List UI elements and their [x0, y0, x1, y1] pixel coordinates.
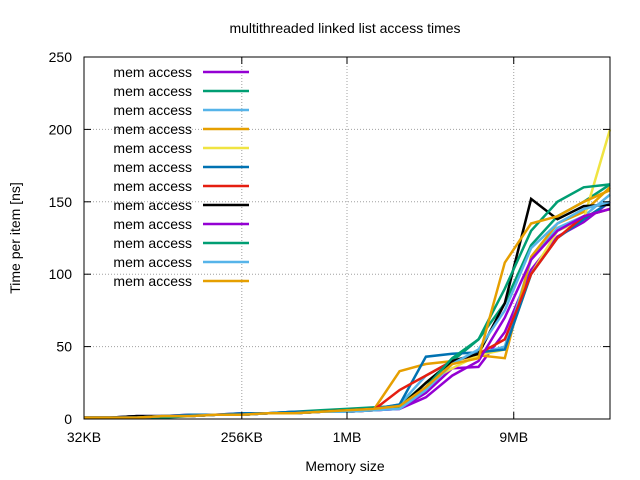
chart-title: multithreaded linked list access times: [229, 20, 460, 36]
y-tick-label: 250: [49, 49, 73, 65]
legend-label: mem access: [113, 197, 192, 213]
y-tick-label: 200: [49, 121, 73, 137]
series-layer: [84, 129, 612, 419]
y-ticks: 0 50 100 150 200 250: [49, 49, 610, 427]
legend: mem access mem access mem access mem access…: [113, 64, 249, 289]
legend-label: mem access: [113, 83, 192, 99]
x-tick-label: 1MB: [333, 429, 362, 445]
x-axis-label: Memory size: [305, 458, 385, 474]
legend-label: mem access: [113, 254, 192, 270]
legend-label: mem access: [113, 102, 192, 118]
legend-label: mem access: [113, 140, 192, 156]
legend-label: mem access: [113, 121, 192, 137]
legend-label: mem access: [113, 216, 192, 232]
y-axis-label: Time per item [ns]: [7, 182, 23, 294]
legend-label: mem access: [113, 64, 192, 80]
legend-label: mem access: [113, 178, 192, 194]
x-tick-label: 32KB: [67, 429, 101, 445]
legend-label: mem access: [113, 273, 192, 289]
x-tick-label: 9MB: [499, 429, 528, 445]
series-line-12: [84, 189, 611, 419]
grid: [84, 57, 610, 419]
legend-label: mem access: [113, 235, 192, 251]
x-ticks: 32KB 256KB 1MB 9MB: [67, 57, 528, 445]
y-tick-label: 50: [56, 339, 72, 355]
y-tick-label: 150: [49, 194, 73, 210]
legend-label: mem access: [113, 159, 192, 175]
y-tick-label: 100: [49, 266, 73, 282]
y-tick-label: 0: [64, 411, 72, 427]
x-tick-label: 256KB: [221, 429, 263, 445]
